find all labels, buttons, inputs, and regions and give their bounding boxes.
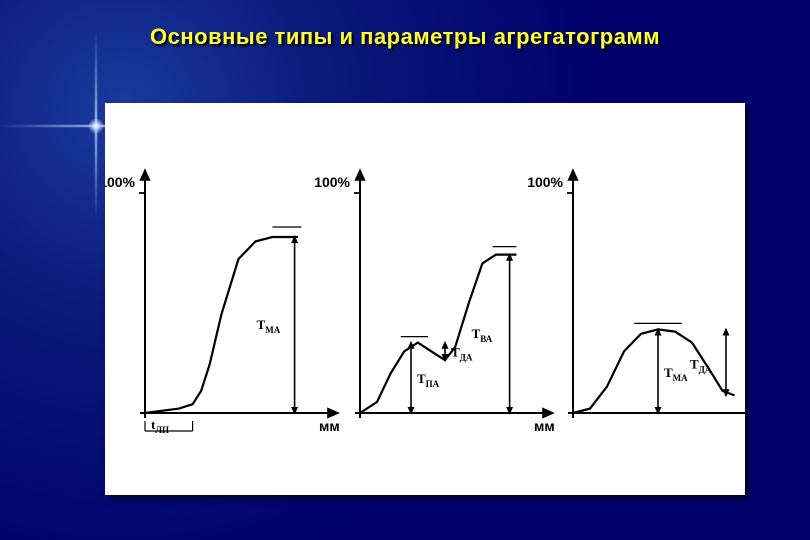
chart-right: 100% мм ТМАТДА [527,171,745,434]
slide-flare-core [88,118,104,134]
svg-text:ТПА: ТПА [417,371,440,389]
charts-svg: 100%ммТМАtЛП 100%ммТПАТДАТВА 100%ммТМАТД… [105,103,745,495]
svg-text:ТДА: ТДА [451,344,473,362]
chart-left: 100% мм ТМА tЛП [105,171,340,435]
chart-middle: 100% мм ТПА ТДАТВА [314,171,555,434]
svg-text:ТДА: ТДА [690,356,712,374]
svg-text:100%: 100% [527,174,563,190]
svg-text:100%: 100% [314,174,350,190]
svg-text:tЛП: tЛП [151,417,169,435]
svg-text:100%: 100% [105,174,136,190]
svg-text:мм: мм [319,418,340,434]
svg-text:ТВА: ТВА [472,326,493,344]
svg-text:ТМА: ТМА [664,365,688,383]
page-title: Основные типы и параметры агрегатограмм [0,24,810,50]
svg-text:ТМА: ТМА [257,317,281,335]
charts-panel: 100%ммТМАtЛП 100%ммТПАТДАТВА 100%ммТМАТД… [105,103,745,495]
svg-text:мм: мм [534,418,555,434]
